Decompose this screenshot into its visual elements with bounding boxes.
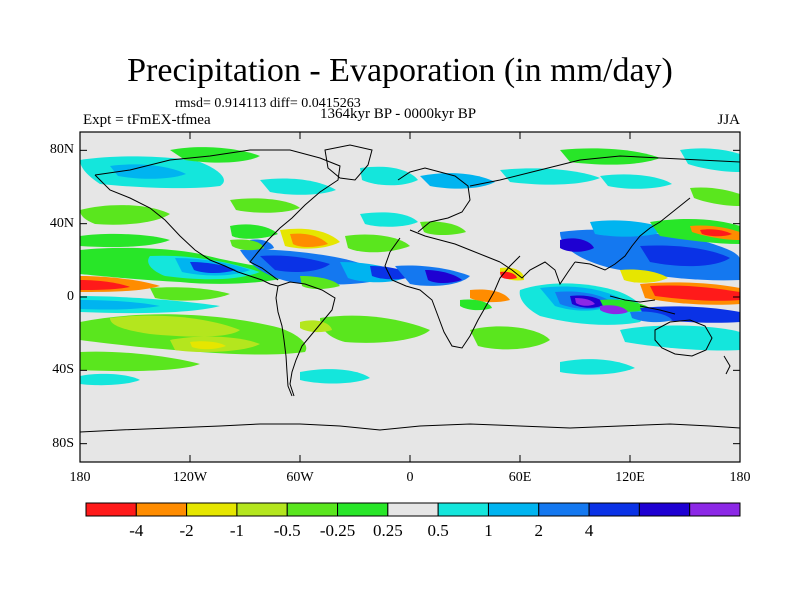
colorbar-box [387,502,439,517]
colorbar-box [588,502,640,517]
stats-text: rmsd= 0.914113 diff= 0.0415263 [175,96,361,111]
colorbar-box [85,502,137,517]
season-label: JJA [717,112,740,128]
period-text: 1364kyr BP - 0000kyr BP [320,106,477,122]
colorbar-label: 0.25 [372,521,403,540]
colorbar [85,502,741,517]
colorbar-label: -0.5 [273,521,301,540]
x-tick-label: 60W [286,470,314,485]
colorbar-box [236,502,288,517]
colorbar-label: 4 [584,521,594,540]
axis-ticks [79,132,741,462]
colorbar-box [135,502,188,517]
y-tick-label: 0 [67,289,74,304]
experiment-label: Expt = tFmEX-tfmea [83,112,211,128]
colorbar-label: 0.5 [427,521,449,540]
colorbar-label: -2 [179,521,194,540]
colorbar-label: -4 [129,521,144,540]
colorbar-box [638,502,691,517]
colorbar-box [538,502,590,517]
colorbar-label: 1 [484,521,493,540]
colorbar-label: -0.25 [319,521,356,540]
colorbar-box [689,502,741,517]
colorbar-label: 2 [534,521,544,540]
colorbar-box [286,502,339,517]
y-tick-label: 80N [49,142,74,158]
coastlines [80,144,740,433]
x-tick-label: 180 [69,470,91,485]
x-tick-label: 60E [508,470,532,485]
colorbar-box [186,502,238,517]
x-tick-label: 120E [615,470,645,485]
plot-title: Precipitation - Evaporation (in mm/day) [127,52,673,89]
colorbar-box [337,502,389,517]
x-tick-label: 0 [406,470,414,485]
colorbar-label: -1 [229,521,244,540]
colorbar-box [437,502,489,517]
y-tick-label: 40N [49,215,74,231]
colorbar-box [487,502,540,517]
x-tick-label: 180 [729,470,751,485]
y-tick-label: 40S [52,362,74,378]
x-tick-label: 120W [172,470,208,485]
y-tick-label: 80S [52,435,74,451]
